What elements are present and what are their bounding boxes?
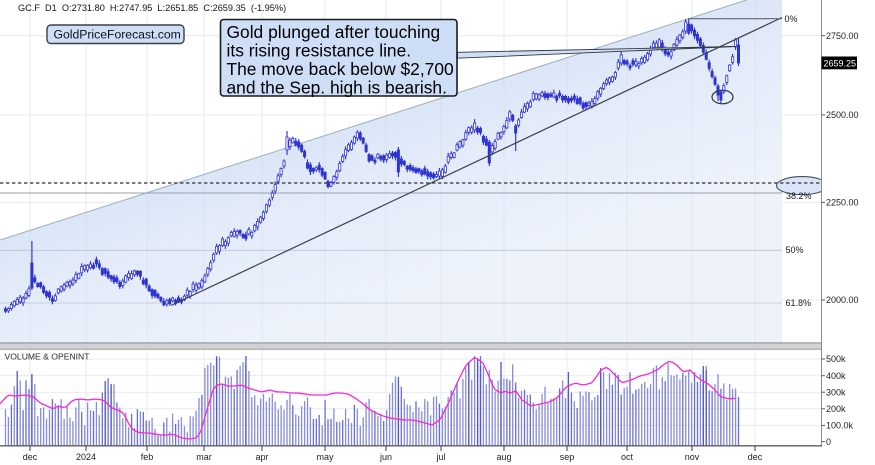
svg-text:0%: 0% [785,14,798,24]
svg-text:mar: mar [196,452,212,462]
svg-text:GoldPriceForecast.com: GoldPriceForecast.com [54,28,181,42]
svg-text:61.8%: 61.8% [786,298,812,308]
svg-text:dec: dec [748,452,763,462]
svg-text:dec: dec [23,452,38,462]
svg-text:its rising resistance line.: its rising resistance line. [227,41,412,61]
svg-text:aug: aug [496,452,511,462]
svg-text:sep: sep [560,452,575,462]
svg-text:300k: 300k [826,387,846,397]
svg-text:50%: 50% [786,245,804,255]
svg-text:2024: 2024 [76,452,96,462]
svg-text:may: may [316,452,334,462]
svg-text:2000.00: 2000.00 [826,295,859,305]
svg-text:apr: apr [255,452,268,462]
svg-text:nov: nov [685,452,700,462]
svg-text:feb: feb [141,452,154,462]
svg-text:100.0k: 100.0k [826,421,854,431]
svg-text:0: 0 [826,437,831,447]
svg-text:200k: 200k [826,404,846,414]
svg-text:2500.00: 2500.00 [826,110,859,120]
svg-text:VOLUME & OPENINT: VOLUME & OPENINT [5,352,91,362]
svg-text:38.2%: 38.2% [786,191,812,201]
svg-text:jul: jul [435,452,445,462]
svg-text:jun: jun [379,452,392,462]
svg-text:2659.25: 2659.25 [824,58,857,68]
svg-text:oct: oct [621,452,634,462]
svg-text:500k: 500k [826,354,846,364]
svg-text:Gold plunged after touching: Gold plunged after touching [227,22,441,42]
svg-text:The move back below $2,700: The move back below $2,700 [227,59,454,79]
svg-text:and the Sep. high is bearish.: and the Sep. high is bearish. [227,78,447,98]
svg-text:2750.00: 2750.00 [826,31,859,41]
svg-text:GC.F D1 O:2731.80 H:2747.95: GC.F D1 O:2731.80 H:2747.95 L:2651.85 C:… [18,3,286,13]
svg-text:400k: 400k [826,371,846,381]
svg-text:2250.00: 2250.00 [826,198,859,208]
